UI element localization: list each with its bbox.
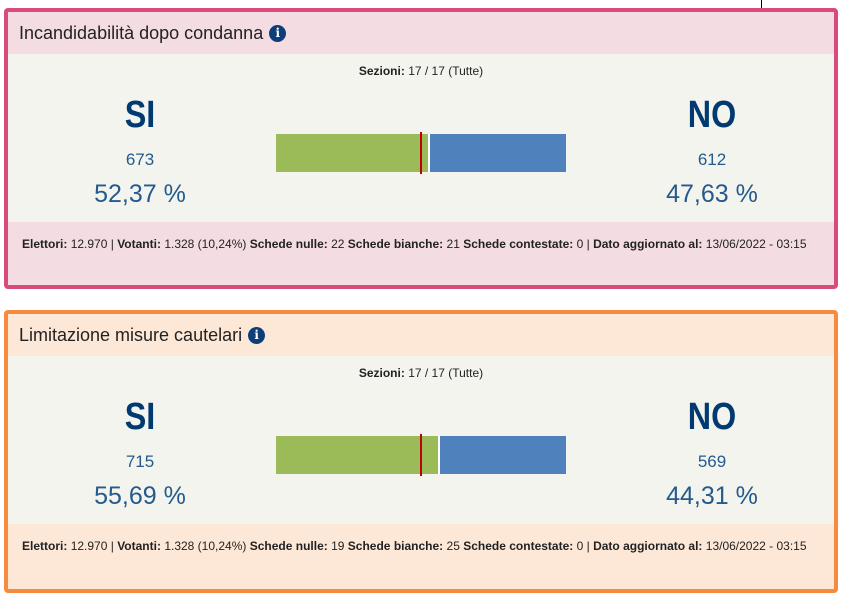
contestate-label: Schede contestate: (463, 237, 574, 251)
card-footer: Elettori: 12.970 | Votanti: 1.328 (10,24… (8, 222, 834, 285)
yes-result: SI 715 55,69 % (40, 396, 240, 511)
votanti-label: Votanti: (117, 237, 161, 251)
nulle-label: Schede nulle: (249, 237, 328, 251)
results-panel: Sezioni: 17 / 17 (Tutte) SI 715 55,69 % … (8, 356, 834, 524)
sections-label: Sezioni: (358, 64, 405, 78)
nulle-value: 19 (331, 539, 345, 553)
info-icon[interactable]: i (269, 24, 287, 42)
bianche-label: Schede bianche: (347, 237, 444, 251)
no-label: NO (687, 396, 737, 438)
elettori-value: 12.970 | (70, 539, 114, 553)
contestate-label: Schede contestate: (463, 539, 574, 553)
no-result: NO 612 47,63 % (612, 94, 812, 209)
elettori-value: 12.970 | (70, 237, 114, 251)
elettori-label: Elettori: (22, 237, 68, 251)
card-header: Incandidabilità dopo condanna i (8, 12, 834, 54)
yes-votes: 673 (125, 150, 155, 169)
bianche-label: Schede bianche: (347, 539, 444, 553)
result-bar (276, 434, 566, 476)
referendum-card: Incandidabilità dopo condanna i Sezioni: … (4, 8, 838, 289)
no-label: NO (687, 94, 737, 136)
updated-value: 13/06/2022 - 03:15 (705, 539, 807, 553)
no-percent: 47,63 % (666, 180, 758, 208)
votanti-value: 1.328 (10,24%) (164, 237, 247, 251)
sections-value: 17 / 17 (Tutte) (408, 366, 484, 380)
majority-line (420, 132, 422, 174)
no-result: NO 569 44,31 % (612, 396, 812, 511)
sections-label: Sezioni: (358, 366, 405, 380)
updated-label: Dato aggiornato al: (593, 237, 703, 251)
votanti-label: Votanti: (117, 539, 161, 553)
info-icon[interactable]: i (248, 326, 266, 344)
yes-label: SI (124, 94, 156, 136)
contestate-value: 0 | (576, 237, 590, 251)
bianche-value: 25 (446, 539, 460, 553)
card-title: Incandidabilità dopo condanna (19, 22, 264, 43)
bianche-value: 21 (446, 237, 460, 251)
sections-value: 17 / 17 (Tutte) (408, 64, 484, 78)
card-footer: Elettori: 12.970 | Votanti: 1.328 (10,24… (8, 524, 834, 589)
yes-label: SI (124, 396, 156, 438)
card-header: Limitazione misure cautelari i (8, 314, 834, 356)
updated-value: 13/06/2022 - 03:15 (705, 237, 807, 251)
no-percent: 44,31 % (666, 482, 758, 510)
yes-percent: 52,37 % (94, 180, 186, 208)
majority-line (420, 434, 422, 476)
sections-count: Sezioni: 17 / 17 (Tutte) (8, 64, 834, 78)
elettori-label: Elettori: (22, 539, 68, 553)
card-title: Limitazione misure cautelari (19, 324, 243, 345)
no-votes: 612 (697, 150, 727, 169)
no-votes: 569 (697, 452, 727, 471)
updated-label: Dato aggiornato al: (593, 539, 703, 553)
yes-percent: 55,69 % (94, 482, 186, 510)
yes-result: SI 673 52,37 % (40, 94, 240, 209)
contestate-value: 0 | (576, 539, 590, 553)
nulle-value: 22 (331, 237, 345, 251)
yes-votes: 715 (125, 452, 155, 471)
yes-bar (276, 134, 428, 172)
no-bar (437, 436, 566, 474)
sections-count: Sezioni: 17 / 17 (Tutte) (8, 366, 834, 380)
referendum-card: Limitazione misure cautelari i Sezioni: 1… (4, 310, 838, 593)
yes-bar (276, 436, 438, 474)
no-bar (427, 134, 566, 172)
results-panel: Sezioni: 17 / 17 (Tutte) SI 673 52,37 % … (8, 54, 834, 222)
votanti-value: 1.328 (10,24%) (164, 539, 247, 553)
nulle-label: Schede nulle: (249, 539, 328, 553)
divider (761, 0, 762, 8)
result-bar (276, 132, 566, 174)
